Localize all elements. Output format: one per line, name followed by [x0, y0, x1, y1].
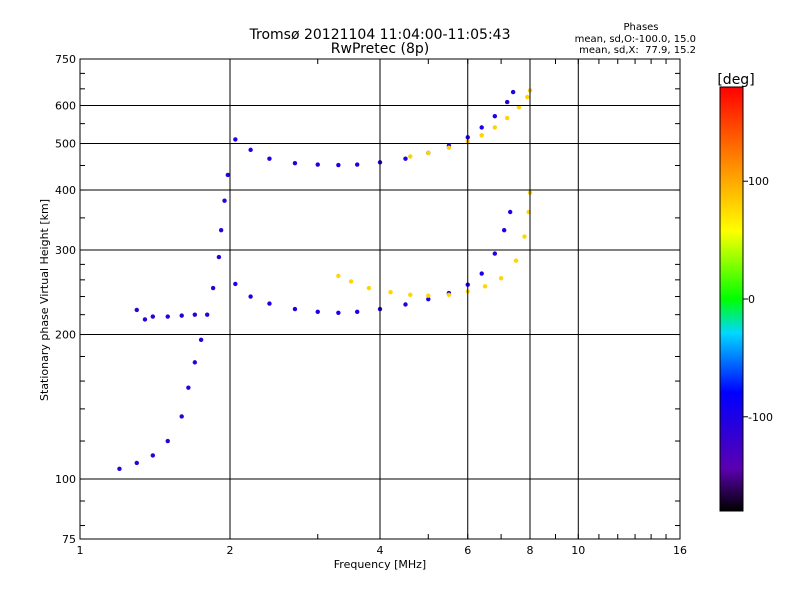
- echo-point: [403, 156, 408, 161]
- echo-point: [501, 227, 507, 233]
- echo-point: [179, 414, 184, 419]
- echo-point: [348, 279, 354, 284]
- echo-point: [218, 227, 224, 233]
- colorbar-tick-label: 100: [748, 175, 769, 188]
- echo-point: [507, 209, 513, 215]
- echo-point: [134, 460, 139, 466]
- phase-stats-o: mean, sd,O:-100.0, 15.0: [575, 34, 696, 45]
- echo-point: [446, 292, 452, 297]
- y-tick-label: 300: [55, 244, 76, 257]
- echo-point: [222, 198, 227, 203]
- echo-point: [446, 145, 452, 150]
- echo-point: [233, 281, 238, 287]
- echo-point: [426, 293, 431, 298]
- chart-title: Tromsø 20121104 11:04:00-11:05:43: [249, 27, 511, 43]
- colorbar-ticks: 100 0 -100: [743, 175, 773, 424]
- phase-stats-title: Phases: [623, 22, 658, 33]
- echo-point: [336, 273, 341, 279]
- phase-stats-x: mean, sd,X: 77.9, 15.2: [579, 45, 696, 56]
- echo-point: [510, 89, 516, 95]
- echo-point: [388, 290, 393, 295]
- x-tick-label: 8: [527, 544, 534, 557]
- echo-point: [225, 172, 231, 178]
- y-tick-label: 750: [55, 53, 76, 66]
- echo-point: [292, 306, 298, 312]
- colorbar-tick-label: -100: [748, 411, 773, 424]
- echo-point: [408, 292, 413, 297]
- echo-point: [479, 133, 484, 138]
- echo-point: [165, 438, 170, 444]
- echo-point: [150, 314, 156, 319]
- x-tick-label: 16: [673, 544, 687, 557]
- echo-point: [408, 154, 413, 159]
- echo-point: [492, 125, 498, 130]
- y-tick-label: 75: [62, 533, 76, 546]
- echo-point: [315, 162, 320, 167]
- y-tick-label: 500: [55, 138, 76, 151]
- echo-points-layer: [117, 88, 533, 472]
- colorbar-tick-label: 0: [748, 293, 755, 306]
- echo-point: [366, 285, 372, 291]
- echo-point: [492, 114, 498, 119]
- y-tick-label: 400: [55, 184, 76, 197]
- echo-point: [233, 137, 238, 142]
- echo-point: [504, 99, 510, 105]
- echo-point: [336, 310, 341, 315]
- echo-point: [479, 125, 484, 130]
- colorbar-label: [deg]: [717, 72, 754, 88]
- echo-point: [522, 234, 527, 239]
- echo-point: [248, 294, 253, 299]
- echo-point: [192, 312, 198, 317]
- echo-point: [513, 258, 519, 263]
- y-tick-label: 600: [55, 100, 76, 113]
- echo-point: [479, 271, 484, 276]
- echo-point: [150, 453, 156, 458]
- y-tick-label: 100: [55, 473, 76, 486]
- x-tick-label: 1: [77, 544, 84, 557]
- echo-point: [179, 313, 184, 318]
- echo-point: [267, 301, 272, 306]
- y-tick-label: 200: [55, 329, 76, 342]
- echo-point: [315, 309, 320, 315]
- echo-point: [134, 307, 139, 313]
- grid-layer: [80, 59, 680, 539]
- echo-point: [117, 466, 122, 472]
- echo-point: [492, 251, 498, 256]
- echo-point: [142, 317, 148, 322]
- echo-point: [482, 284, 488, 289]
- x-tick-label: 2: [227, 544, 234, 557]
- chart-subtitle: RwPretec (8p): [331, 41, 429, 57]
- ticks-layer: 1 2 4 6 8 10 16 75 100 200 300 400 500 600 750: [55, 53, 687, 557]
- echo-point: [354, 309, 360, 315]
- echo-point: [210, 285, 216, 291]
- echo-point: [204, 312, 210, 317]
- y-axis-label: Stationary phase Virtual Height [km]: [38, 199, 51, 401]
- echo-point: [426, 150, 431, 156]
- echo-point: [186, 385, 191, 390]
- echo-point: [216, 254, 222, 260]
- echo-point: [165, 314, 170, 319]
- echo-point: [504, 115, 510, 121]
- x-tick-label: 4: [377, 544, 384, 557]
- colorbar: [719, 86, 744, 512]
- echo-point: [426, 296, 431, 302]
- x-axis-label: Frequency [MHz]: [334, 558, 426, 571]
- echo-point: [267, 156, 272, 161]
- echo-point: [336, 162, 341, 168]
- echo-point: [403, 302, 408, 307]
- echo-point: [354, 162, 360, 167]
- echo-point: [292, 160, 298, 166]
- echo-point: [498, 276, 504, 281]
- echo-point: [248, 147, 253, 153]
- echo-point: [525, 94, 530, 100]
- x-tick-label: 10: [571, 544, 585, 557]
- echo-point: [516, 105, 522, 110]
- echo-point: [192, 360, 198, 365]
- x-tick-label: 6: [464, 544, 471, 557]
- echo-point: [198, 337, 204, 343]
